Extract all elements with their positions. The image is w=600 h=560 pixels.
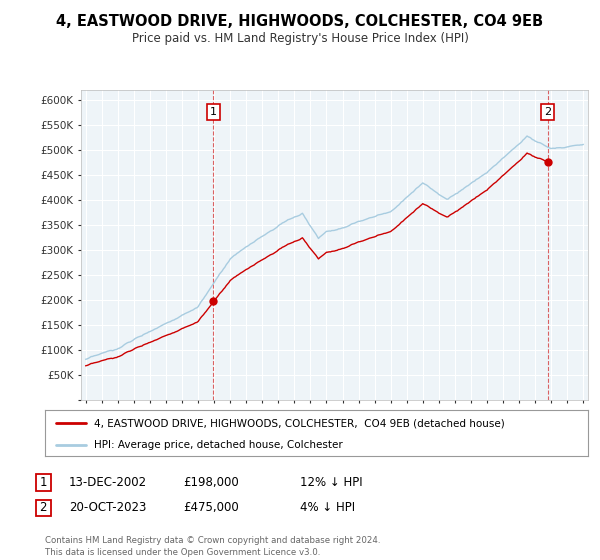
Text: 4, EASTWOOD DRIVE, HIGHWOODS, COLCHESTER,  CO4 9EB (detached house): 4, EASTWOOD DRIVE, HIGHWOODS, COLCHESTER… (94, 418, 505, 428)
Text: 4, EASTWOOD DRIVE, HIGHWOODS, COLCHESTER, CO4 9EB: 4, EASTWOOD DRIVE, HIGHWOODS, COLCHESTER… (56, 14, 544, 29)
Text: 20-OCT-2023: 20-OCT-2023 (69, 501, 146, 515)
Text: 2: 2 (544, 107, 551, 117)
Text: Contains HM Land Registry data © Crown copyright and database right 2024.
This d: Contains HM Land Registry data © Crown c… (45, 536, 380, 557)
Text: HPI: Average price, detached house, Colchester: HPI: Average price, detached house, Colc… (94, 440, 343, 450)
Text: 4% ↓ HPI: 4% ↓ HPI (300, 501, 355, 515)
Text: £198,000: £198,000 (183, 476, 239, 489)
Text: 1: 1 (40, 476, 47, 489)
Text: 13-DEC-2002: 13-DEC-2002 (69, 476, 147, 489)
Text: £475,000: £475,000 (183, 501, 239, 515)
Text: 2: 2 (40, 501, 47, 515)
Text: 1: 1 (210, 107, 217, 117)
Text: Price paid vs. HM Land Registry's House Price Index (HPI): Price paid vs. HM Land Registry's House … (131, 32, 469, 45)
Text: 12% ↓ HPI: 12% ↓ HPI (300, 476, 362, 489)
